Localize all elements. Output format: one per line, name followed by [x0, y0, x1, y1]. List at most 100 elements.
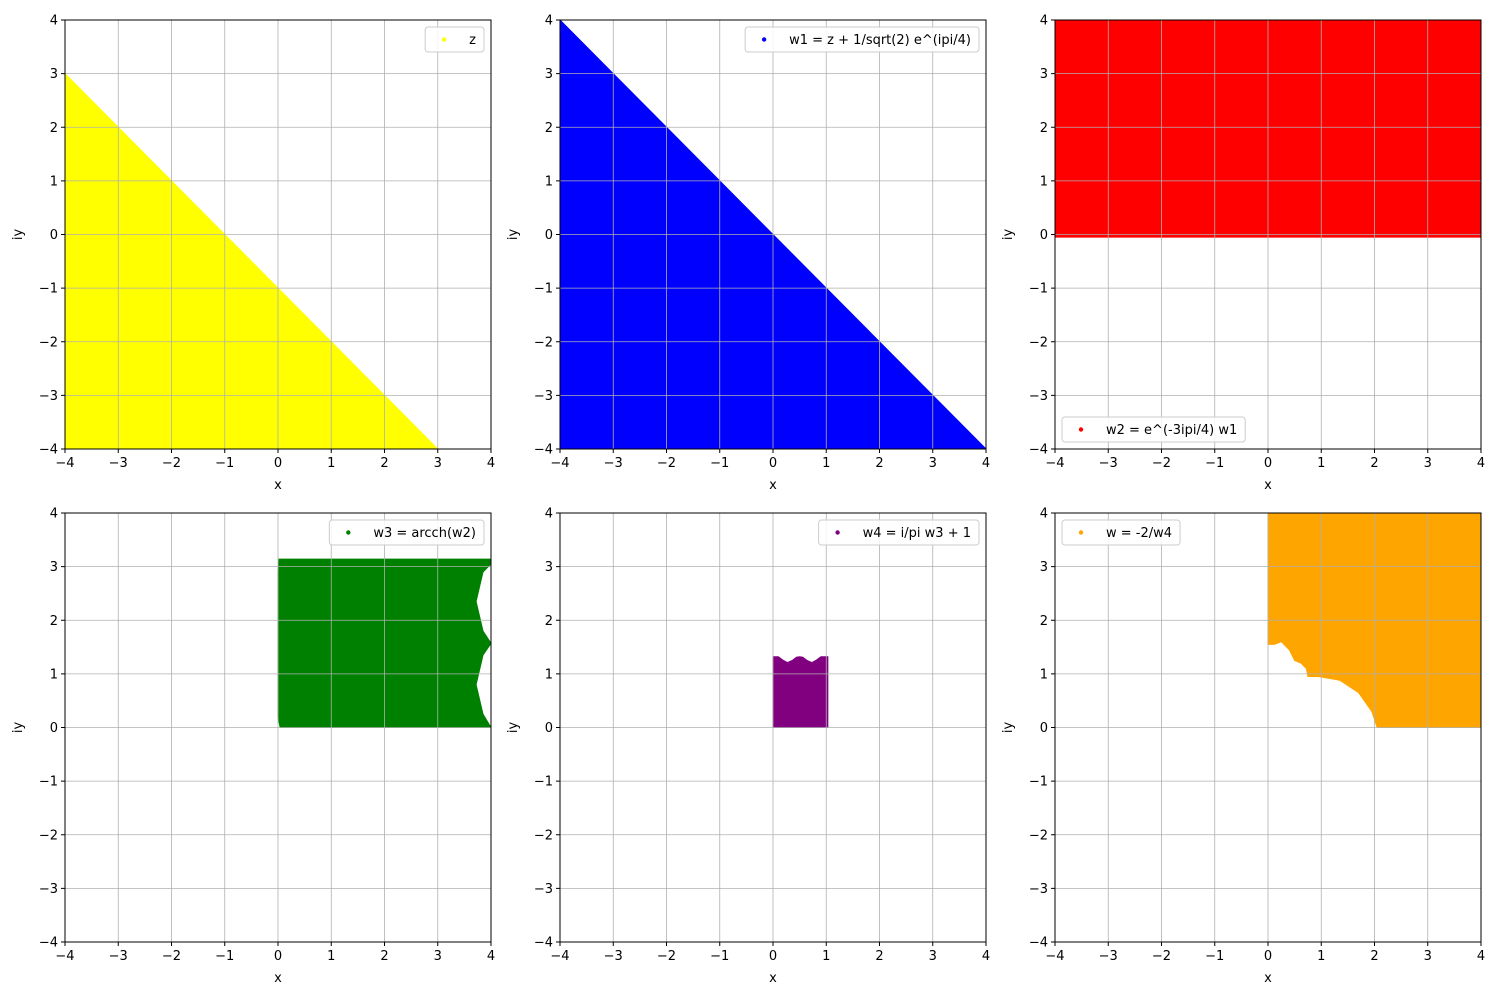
legend: w2 = e^(-3ipi/4) w1: [1061, 416, 1246, 443]
y-tick-label: −3: [1029, 882, 1048, 897]
x-tick-label: 1: [822, 456, 830, 471]
x-tick-label: −2: [162, 949, 181, 964]
legend-label: w = -2/w4: [1106, 526, 1172, 541]
x-axis-label: x: [769, 478, 777, 493]
x-tick-label: −1: [710, 949, 729, 964]
legend-marker: [346, 530, 351, 535]
y-tick-label: 2: [1040, 614, 1048, 629]
legend-label: w3 = arcch(w2): [373, 526, 476, 541]
y-tick-label: −3: [39, 389, 58, 404]
legend-box: [1061, 416, 1246, 443]
x-tick-label: 0: [769, 456, 777, 471]
x-tick-label: 2: [380, 456, 388, 471]
series-region: [65, 72, 439, 449]
y-tick-label: 0: [545, 721, 553, 736]
x-tick-label: −1: [215, 456, 234, 471]
x-tick-label: 3: [929, 949, 937, 964]
legend-label: w1 = z + 1/sqrt(2) e^(ipi/4): [789, 33, 971, 48]
legend: z: [424, 26, 485, 53]
x-tick-label: 1: [1317, 456, 1325, 471]
x-axis-label: x: [274, 478, 282, 493]
y-tick-label: 2: [545, 121, 553, 136]
y-tick-label: −1: [39, 282, 58, 297]
x-tick-label: 4: [982, 949, 990, 964]
legend-label: w2 = e^(-3ipi/4) w1: [1106, 423, 1237, 438]
x-tick-label: 2: [1370, 949, 1378, 964]
legend-box: [1061, 519, 1181, 546]
y-tick-label: 2: [545, 614, 553, 629]
x-tick-label: 0: [1264, 456, 1272, 471]
legend-label: z: [469, 33, 476, 48]
x-tick-label: 1: [822, 949, 830, 964]
x-tick-label: −1: [215, 949, 234, 964]
y-axis-label: iy: [1001, 722, 1016, 734]
y-tick-label: 0: [1040, 721, 1048, 736]
series-region: [772, 656, 829, 728]
y-tick-label: 3: [545, 560, 553, 575]
x-tick-label: −2: [657, 949, 676, 964]
legend: w1 = z + 1/sqrt(2) e^(ipi/4): [744, 26, 980, 53]
y-tick-label: −3: [1029, 389, 1048, 404]
y-tick-label: 1: [1040, 667, 1048, 682]
x-axis-label: x: [274, 971, 282, 986]
y-tick-label: −4: [39, 443, 58, 458]
x-tick-label: −2: [1152, 456, 1171, 471]
y-tick-label: 4: [1040, 507, 1048, 522]
legend-marker: [1078, 427, 1084, 432]
x-tick-label: −4: [55, 456, 74, 471]
x-tick-label: 4: [1477, 949, 1485, 964]
y-tick-label: 2: [50, 614, 58, 629]
legend-marker: [835, 530, 840, 535]
y-tick-label: 3: [1040, 560, 1048, 575]
x-tick-label: −4: [55, 949, 74, 964]
subplot-6: −4 −3 −2 −1 0 1 2 3 4 −4 −3 −2 −1 0 1 2 3 4 x iy w = -2/w4: [1001, 507, 1485, 987]
y-tick-label: 4: [50, 507, 58, 522]
y-tick-label: 3: [50, 67, 58, 82]
x-tick-label: −3: [1099, 949, 1118, 964]
y-tick-label: −2: [534, 335, 553, 350]
subplot-1: −4 −3 −2 −1 0 1 2 3 4 −4 −3 −2 −1 0 1 2 3 4 x iy z: [11, 14, 495, 494]
y-tick-label: 3: [50, 560, 58, 575]
y-tick-label: −2: [39, 828, 58, 843]
x-tick-label: 3: [1424, 456, 1432, 471]
legend: w3 = arcch(w2): [328, 519, 485, 546]
subplot-3: −4 −3 −2 −1 0 1 2 3 4 −4 −3 −2 −1 0 1 2 3 4 x iy w2 = e^(-3i…: [1001, 14, 1485, 494]
y-axis-label: iy: [506, 229, 521, 241]
x-tick-label: −4: [550, 456, 569, 471]
x-tick-label: −1: [710, 456, 729, 471]
x-tick-label: −1: [1205, 949, 1224, 964]
y-tick-label: −2: [1029, 335, 1048, 350]
x-tick-label: −3: [604, 456, 623, 471]
y-tick-label: −4: [1029, 443, 1048, 458]
x-tick-label: 3: [434, 949, 442, 964]
x-tick-label: −2: [1152, 949, 1171, 964]
x-tick-label: 4: [1477, 456, 1485, 471]
y-tick-label: 1: [50, 667, 58, 682]
y-axis-label: iy: [506, 722, 521, 734]
x-tick-label: −3: [604, 949, 623, 964]
x-tick-label: −1: [1205, 456, 1224, 471]
x-tick-label: −3: [109, 949, 128, 964]
x-tick-label: 1: [327, 949, 335, 964]
x-tick-label: 3: [434, 456, 442, 471]
y-tick-label: −1: [534, 775, 553, 790]
y-tick-label: −2: [534, 828, 553, 843]
x-tick-label: 4: [487, 949, 495, 964]
legend-marker: [1078, 530, 1084, 535]
y-tick-label: 4: [545, 507, 553, 522]
x-tick-label: −4: [550, 949, 569, 964]
y-tick-label: 4: [545, 14, 553, 29]
y-tick-label: 2: [1040, 121, 1048, 136]
x-tick-label: −4: [1045, 949, 1064, 964]
y-tick-label: −1: [1029, 282, 1048, 297]
y-tick-label: 0: [50, 228, 58, 243]
x-tick-label: 4: [982, 456, 990, 471]
x-tick-label: 3: [929, 456, 937, 471]
y-tick-label: 0: [545, 228, 553, 243]
x-tick-label: 4: [487, 456, 495, 471]
x-tick-label: −3: [109, 456, 128, 471]
y-tick-label: 4: [50, 14, 58, 29]
x-tick-label: 0: [1264, 949, 1272, 964]
x-tick-label: 0: [274, 949, 282, 964]
